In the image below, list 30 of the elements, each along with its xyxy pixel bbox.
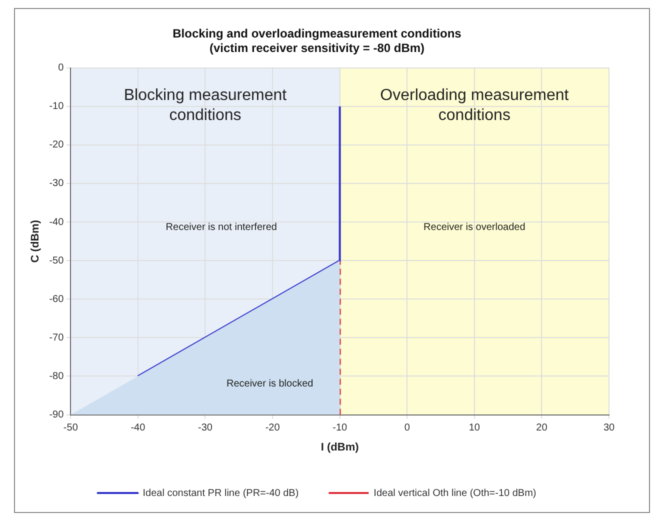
y-tick-label: -60 xyxy=(49,294,64,305)
y-tick-label: -10 xyxy=(49,101,64,112)
x-axis-title: I (dBm) xyxy=(320,441,360,454)
y-tick-label: -80 xyxy=(49,370,64,382)
annotation: Receiver is not interfered xyxy=(166,222,277,234)
x-tick-label: 10 xyxy=(468,422,480,434)
y-axis-title: C (dBm) xyxy=(30,220,42,263)
band-label: Overloading measurement conditions xyxy=(380,87,570,124)
y-tick-label: -20 xyxy=(49,140,64,151)
y-tick-label: -30 xyxy=(49,178,64,190)
x-tick-label: 0 xyxy=(404,422,410,434)
annotation: Receiver is blocked xyxy=(226,378,314,390)
x-tick-label: -40 xyxy=(130,422,146,434)
legend-label: Ideal vertical Oth line (Oth=-10 dBm) xyxy=(374,488,536,499)
band-label: Blocking measurement conditions xyxy=(124,87,288,124)
y-tick-label: -90 xyxy=(49,410,64,421)
x-tick-label: 20 xyxy=(536,422,548,434)
chart-subtitle: (victim receiver sensitivity = -80 dBm) xyxy=(209,40,425,55)
x-tick-label: -20 xyxy=(265,422,280,434)
y-tick-label: -40 xyxy=(49,216,64,228)
legend-label: Ideal constant PR line (PR=-40 dB) xyxy=(142,488,299,499)
x-tick-label: -10 xyxy=(332,422,348,434)
y-tick-label: -70 xyxy=(49,332,64,344)
x-tick-label: -50 xyxy=(63,422,78,434)
annotation: Receiver is overloaded xyxy=(424,222,526,234)
x-tick-label: -30 xyxy=(198,422,213,434)
chart-title: Blocking and overloadingmeasurement conditions xyxy=(172,26,462,41)
y-tick-label: 0 xyxy=(58,62,64,74)
x-tick-label: 30 xyxy=(603,422,615,434)
y-tick-label: -50 xyxy=(49,255,64,266)
